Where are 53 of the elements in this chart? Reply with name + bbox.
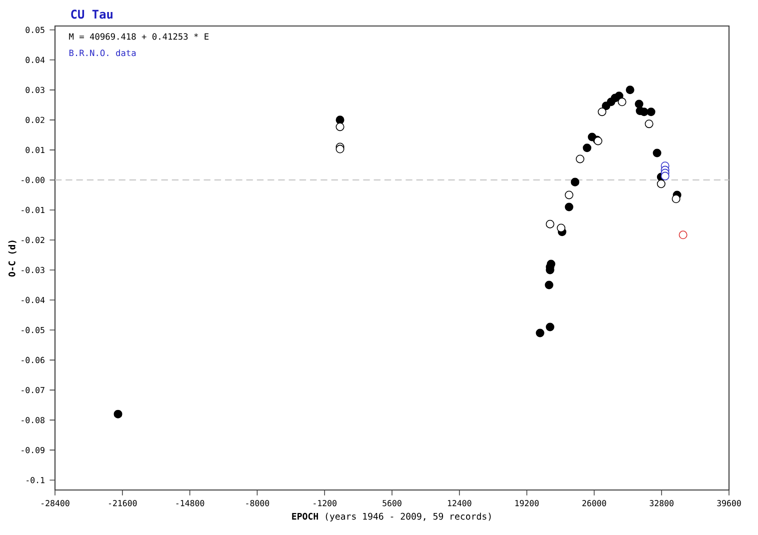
x-tick-label: 5600 — [382, 500, 402, 506]
y-tick-label: 0.02 — [26, 116, 44, 124]
y-tick-label: -0.01 — [22, 206, 44, 214]
point — [564, 190, 574, 200]
y-tick-label: -0.07 — [22, 386, 44, 394]
point — [646, 108, 656, 116]
point — [576, 154, 584, 164]
point — [556, 224, 566, 232]
annotation: M = 40969.418 + 0.41253 * E — [69, 33, 209, 40]
point — [634, 100, 644, 108]
y-axis-title: O-C (d) — [8, 240, 16, 277]
y-tick-label: -0.03 — [22, 266, 44, 274]
y-tick-label: 0.04 — [26, 56, 45, 64]
point — [598, 108, 606, 116]
point — [546, 220, 554, 228]
point — [546, 322, 554, 332]
y-tick-label: -0.00 — [22, 176, 44, 184]
x-tick-label: -1200 — [314, 500, 336, 506]
y-tick-label: -0.04 — [22, 296, 45, 304]
point — [626, 86, 634, 94]
x-tick-label: -21600 — [108, 500, 137, 506]
point — [678, 230, 688, 240]
x-tick-label: 12400 — [448, 500, 472, 506]
y-tick-label: -0.05 — [22, 326, 44, 334]
point — [660, 172, 670, 180]
point — [544, 280, 554, 290]
y-tick-label: 0.01 — [26, 146, 44, 154]
x-tick-label: 39600 — [717, 500, 741, 506]
point — [114, 410, 122, 418]
point — [582, 144, 592, 152]
y-tick-label: -0.1 — [26, 476, 44, 484]
x-tick-label: 32800 — [650, 500, 674, 506]
point — [656, 180, 666, 188]
point — [570, 178, 580, 186]
chart-title: CU Tau — [71, 10, 112, 19]
x-tick-label: -14800 — [176, 500, 204, 506]
annotation: B.R.N.O. data — [69, 49, 136, 56]
point — [536, 328, 544, 338]
point — [564, 202, 574, 212]
x-tick-label: 19200 — [515, 500, 539, 506]
point — [644, 120, 654, 128]
y-tick-label: -0.02 — [22, 236, 44, 244]
y-tick-label: -0.06 — [22, 356, 44, 364]
y-tick-label: 0.05 — [26, 26, 44, 34]
x-tick-label: -28400 — [42, 500, 70, 506]
x-tick-label: 26000 — [582, 500, 606, 506]
x-axis-title: EPOCH (years 1946 - 2009, 59 records) — [292, 512, 491, 522]
y-tick-label: -0.08 — [22, 416, 44, 424]
point — [672, 194, 680, 204]
y-tick-label: -0.09 — [22, 446, 44, 454]
point — [652, 148, 662, 158]
x-tick-label: -8000 — [246, 500, 270, 506]
y-tick-label: 0.03 — [26, 86, 44, 94]
